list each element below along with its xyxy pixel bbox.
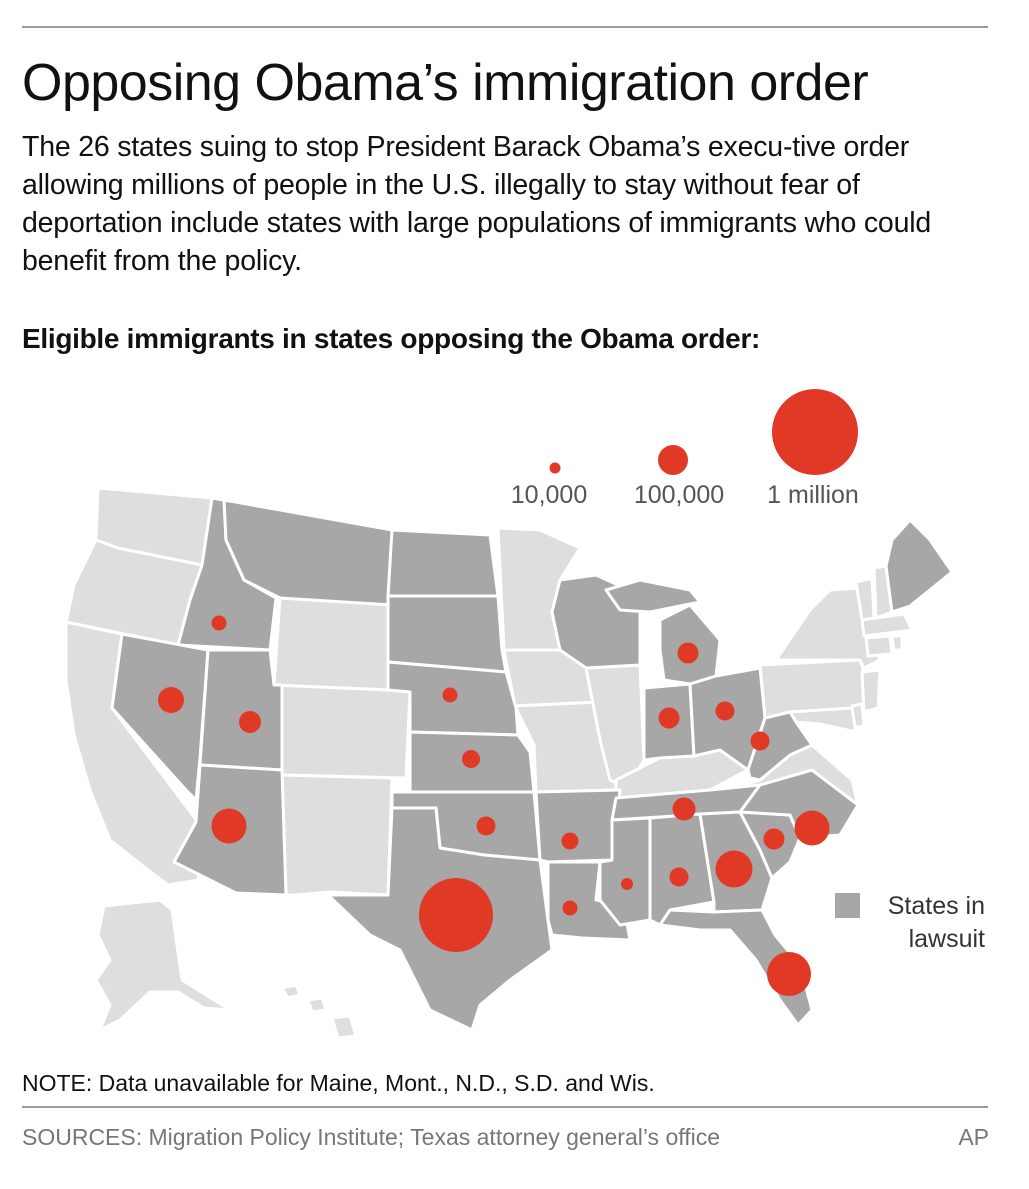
lawsuit-swatch xyxy=(835,893,860,918)
state-north-dakota xyxy=(386,528,500,598)
bubble-florida xyxy=(767,952,811,996)
key-label-line2: lawsuit xyxy=(909,925,985,953)
legend-label-large: 1 million xyxy=(767,481,859,509)
bubble-arizona xyxy=(211,808,247,844)
top-rule xyxy=(22,26,988,28)
bubble-utah xyxy=(239,711,261,733)
legend-circle-small xyxy=(549,462,561,474)
bubble-michigan xyxy=(677,642,699,664)
bubble-south-carolina xyxy=(763,828,785,850)
lawsuit-states xyxy=(110,496,954,1032)
bottom-rule xyxy=(22,1106,988,1108)
state-wyoming xyxy=(272,596,390,692)
page-subtitle: The 26 states suing to stop President Ba… xyxy=(22,131,932,277)
credit: AP xyxy=(958,1124,989,1150)
bubble-georgia xyxy=(715,850,753,888)
state-connecticut xyxy=(864,634,894,658)
state-maine xyxy=(884,518,954,614)
bubble-oklahoma xyxy=(476,816,496,836)
color-key: States in lawsuit xyxy=(835,892,985,953)
bubble-arkansas xyxy=(561,832,579,850)
sources: SOURCES: Migration Policy Institute; Tex… xyxy=(22,1124,720,1150)
state-massachusetts xyxy=(860,612,914,638)
state-florida xyxy=(658,908,814,1027)
bubble-north-carolina xyxy=(794,810,830,846)
bubble-west-virginia xyxy=(750,731,770,751)
note: NOTE: Data unavailable for Maine, Mont.,… xyxy=(22,1070,655,1096)
bubble-tennessee xyxy=(672,797,696,821)
state-rhode-island xyxy=(890,634,904,652)
state-utah xyxy=(198,648,284,772)
bubble-texas xyxy=(419,878,493,952)
map-heading: Eligible immigrants in states opposing t… xyxy=(22,323,761,354)
state-arkansas xyxy=(534,788,622,864)
legend-circle-medium xyxy=(658,445,688,475)
bubble-mississippi xyxy=(621,878,633,890)
size-legend: 10,000 100,000 1 million xyxy=(511,389,859,509)
state-new-jersey xyxy=(860,668,882,714)
bubble-louisiana xyxy=(562,900,578,916)
state-new-mexico xyxy=(280,773,394,897)
bubble-ohio xyxy=(715,701,735,721)
state-hawaii xyxy=(280,983,358,1040)
bubble-indiana xyxy=(658,707,680,729)
key-label-line1: States in xyxy=(888,892,985,920)
bubble-kansas xyxy=(462,750,480,768)
bubble-nebraska xyxy=(442,687,458,703)
state-south-dakota xyxy=(386,594,508,674)
legend-label-small: 10,000 xyxy=(511,481,587,509)
us-map: 10,000 100,000 1 million States in lawsu… xyxy=(64,389,985,1040)
bubble-nevada xyxy=(158,687,184,713)
page-title: Opposing Obama’s immigration order xyxy=(22,54,869,112)
state-colorado xyxy=(272,683,412,780)
legend-circle-large xyxy=(772,389,858,475)
bubble-alabama xyxy=(669,867,689,887)
state-alaska xyxy=(94,898,232,1032)
bubbles xyxy=(158,615,830,996)
state-west-virginia xyxy=(746,710,814,782)
bubble-idaho xyxy=(211,615,227,631)
legend-label-medium: 100,000 xyxy=(634,481,724,509)
